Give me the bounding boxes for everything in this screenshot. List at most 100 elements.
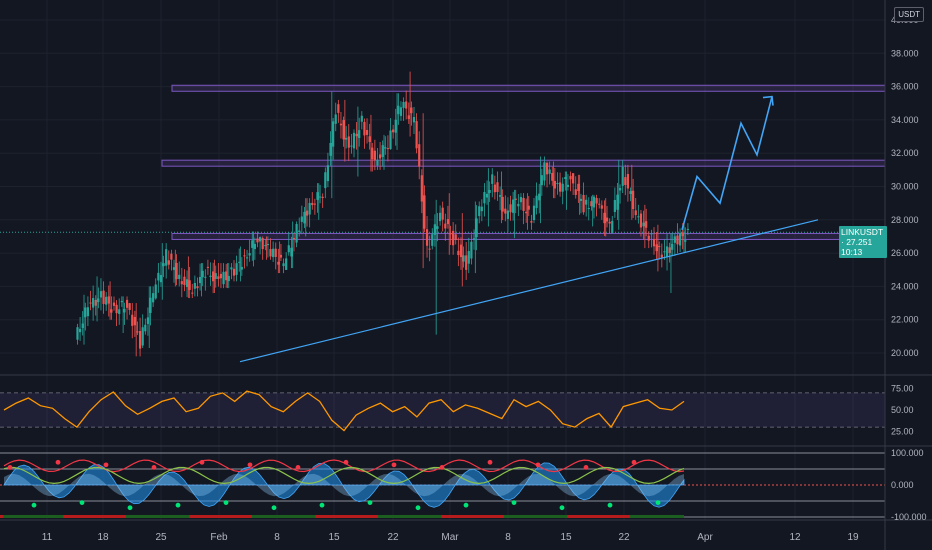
price-tick-label: 24.000 xyxy=(891,281,919,291)
candle-body xyxy=(394,119,397,133)
candle-body xyxy=(136,331,139,333)
osc-strip-cell xyxy=(486,515,489,518)
candle-body xyxy=(235,263,238,275)
candle-body xyxy=(128,303,131,310)
osc-strip-cell xyxy=(426,515,429,518)
candle-body xyxy=(545,162,549,175)
osc-strip-cell xyxy=(681,515,684,518)
candle-body xyxy=(444,223,447,229)
osc-strip-cell xyxy=(87,515,90,518)
osc-strip-cell xyxy=(333,515,336,518)
candle-body xyxy=(245,257,249,259)
osc-strip-cell xyxy=(441,515,444,518)
candle-body xyxy=(240,266,243,270)
osc-strip-cell xyxy=(231,515,234,518)
level-band-31 xyxy=(161,159,886,167)
candle-body xyxy=(300,216,303,222)
time-tick-label: 15 xyxy=(328,532,340,543)
osc-signal-dot xyxy=(583,465,589,470)
osc-strip-cell xyxy=(111,515,114,518)
osc-strip-cell xyxy=(252,515,255,518)
osc-strip-cell xyxy=(222,515,225,518)
osc-strip-cell xyxy=(18,515,21,518)
candle-body xyxy=(157,272,160,281)
osc-strip-cell xyxy=(540,515,543,518)
time-tick-label: Apr xyxy=(697,532,713,543)
osc-strip-cell xyxy=(189,515,192,518)
osc-strip-cell xyxy=(270,515,273,518)
osc-strip-cell xyxy=(294,515,297,518)
osc-strip-cell xyxy=(501,515,504,518)
osc-strip-cell xyxy=(225,515,228,518)
currency-label[interactable]: USDT xyxy=(894,7,924,22)
countdown-label: 10:13 xyxy=(841,247,863,257)
candle-body xyxy=(175,262,178,280)
osc-strip-cell xyxy=(522,515,525,518)
candle-body xyxy=(81,323,84,328)
osc-strip-cell xyxy=(417,515,420,518)
candle-body xyxy=(540,175,543,186)
candle-body xyxy=(522,197,525,211)
osc-strip-cell xyxy=(669,515,672,518)
osc-strip-cell xyxy=(102,515,105,518)
osc-green-line xyxy=(3,466,685,485)
osc-strip-cell xyxy=(654,515,657,518)
osc-strip-cell xyxy=(57,515,60,518)
candle-body xyxy=(144,324,147,332)
osc-strip-cell xyxy=(93,515,96,518)
osc-signal-dot xyxy=(391,462,397,468)
osc-strip-cell xyxy=(396,515,399,518)
candle-body xyxy=(446,219,450,225)
candle-body xyxy=(92,297,95,308)
candle-body xyxy=(605,217,609,222)
time-tick-label: 8 xyxy=(274,532,280,543)
osc-strip-cell xyxy=(153,515,156,518)
forecast-arrowhead xyxy=(762,95,774,106)
osc-strip-cell xyxy=(555,515,558,518)
osc-strip-cell xyxy=(438,515,441,518)
candle-body xyxy=(436,226,439,229)
osc-strip-cell xyxy=(624,515,627,518)
candle-body xyxy=(115,304,118,314)
candle-body xyxy=(457,250,460,256)
candle-body xyxy=(141,327,144,346)
candle-body xyxy=(165,249,168,266)
osc-strip-cell xyxy=(546,515,549,518)
candle-body xyxy=(386,148,390,150)
osc-strip-cell xyxy=(0,515,3,518)
osc-strip-cell xyxy=(411,515,414,518)
osc-strip-cell xyxy=(552,515,555,518)
osc-strip-cell xyxy=(648,515,651,518)
osc-strip-cell xyxy=(639,515,642,518)
osc-strip-cell xyxy=(456,515,459,518)
osc-strip-cell xyxy=(678,515,681,518)
candle-body xyxy=(564,177,567,179)
osc-strip-cell xyxy=(63,515,66,518)
candle-body xyxy=(632,190,635,209)
osc-strip-cell xyxy=(363,515,366,518)
osc-strip-cell xyxy=(54,515,57,518)
osc-strip-cell xyxy=(342,515,345,518)
candle-body xyxy=(634,210,637,216)
osc-strip-cell xyxy=(519,515,522,518)
candle-body xyxy=(193,283,196,289)
osc-strip-cell xyxy=(615,515,618,518)
candle-body xyxy=(232,268,236,276)
candle-body xyxy=(686,228,690,230)
candle-body xyxy=(133,316,136,326)
osc-strip-cell xyxy=(24,515,27,518)
time-tick-label: 19 xyxy=(847,532,859,543)
osc-signal-dot xyxy=(415,505,421,511)
osc-strip-cell xyxy=(276,515,279,518)
candle-body xyxy=(269,249,272,257)
osc-signal-dot xyxy=(535,462,541,468)
candle-body xyxy=(454,234,457,240)
osc-strip-cell xyxy=(6,515,9,518)
candle-body xyxy=(183,276,186,286)
rsi-line xyxy=(3,390,685,432)
time-tick-label: 22 xyxy=(387,532,399,543)
candle-body xyxy=(125,299,129,308)
candle-body xyxy=(329,142,332,156)
osc-strip-cell xyxy=(126,515,129,518)
